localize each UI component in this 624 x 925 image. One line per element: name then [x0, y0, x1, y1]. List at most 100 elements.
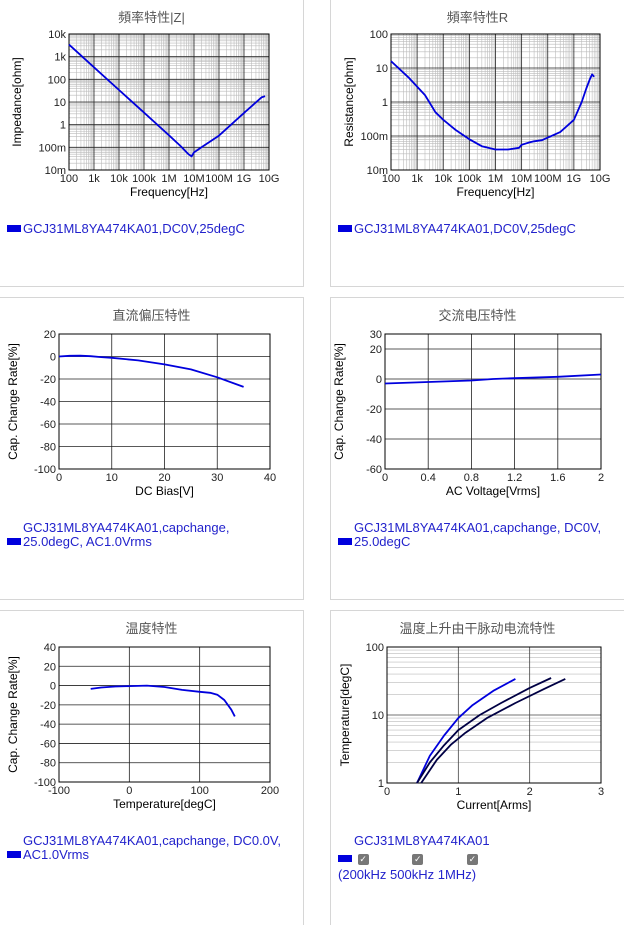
- plot-border: [68, 33, 270, 171]
- y-axis-label: Cap. Change Rate[%]: [332, 343, 346, 460]
- y-tick-label: 20: [44, 329, 56, 341]
- x-tick-label: 0: [126, 785, 132, 797]
- legend-label-2: 25.0degC: [354, 534, 411, 549]
- legend-line-2: 25.0degC: [338, 535, 601, 549]
- y-tick-label: -60: [366, 464, 382, 476]
- y-tick-label: -40: [40, 719, 56, 731]
- x-tick-label: 100M: [534, 173, 562, 185]
- y-tick-label: 100m: [38, 142, 66, 154]
- series-line-0: [90, 684, 236, 717]
- x-tick-label: 2: [598, 472, 604, 484]
- legend-label-1: GCJ31ML8YA474KA01: [354, 833, 490, 848]
- checkbox-icon[interactable]: ✓: [466, 854, 478, 866]
- legend-paren-open: (: [338, 867, 343, 882]
- x-tick-label: 10G: [259, 173, 280, 185]
- x-tick-label: 1G: [567, 173, 582, 185]
- legend-label-200khz: 200kHz: [342, 867, 387, 882]
- y-tick-label: 1: [382, 97, 388, 109]
- impedance-chart: 100 1k 10k 100k 1M 10M 100M 1G 10G 10m 100m 1 10 100 1…: [10, 29, 280, 199]
- temperature-panel: -100 0 100 200 40 20 0 -20 -40 -60 -80 -100 Temperat…: [0, 610, 304, 925]
- plot-border: [58, 646, 271, 783]
- x-tick-label: 2: [527, 786, 533, 798]
- legend-check-500khz[interactable]: ✓: [412, 852, 424, 866]
- legend-check-200khz[interactable]: ✓: [357, 852, 369, 866]
- plot-border: [386, 646, 602, 784]
- y-tick-label: 100: [366, 642, 384, 654]
- y-tick-label: -100: [34, 464, 56, 476]
- x-axis-label: AC Voltage[Vrms]: [446, 484, 540, 498]
- x-tick-label: 1.6: [550, 472, 565, 484]
- x-tick-label: 10M: [183, 173, 204, 185]
- dcbias-chart: 0 10 20 30 40 20 0 -20 -40 -60 -80 -100 DC Bias[V] Ca…: [6, 329, 276, 498]
- legend-label-1: GCJ31ML8YA474KA01,capchange, DC0.0V,: [23, 833, 282, 848]
- legend-freq-row: (200kHz 500kHz 1MHz): [338, 868, 490, 882]
- x-axis-label: Frequency[Hz]: [130, 185, 208, 199]
- legend-label-1mhz: 1MHz: [437, 867, 472, 882]
- ripple-panel: 0 1 2 3 1 10 100 Current[Arms] Temperature[degC]…: [330, 610, 624, 925]
- y-tick-label: -40: [366, 434, 382, 446]
- y-tick-label: 10: [376, 63, 388, 75]
- y-tick-label: 20: [44, 661, 56, 673]
- x-tick-label: 1.2: [507, 472, 522, 484]
- x-axis-label: Frequency[Hz]: [456, 185, 534, 199]
- y-tick-label: 10m: [367, 165, 388, 177]
- plot-border: [58, 333, 271, 470]
- x-tick-label: 100: [190, 785, 208, 797]
- y-tick-label: -20: [40, 374, 56, 386]
- y-tick-label: -100: [34, 777, 56, 789]
- x-tick-label: 100: [382, 173, 400, 185]
- x-tick-label: 3: [598, 786, 604, 798]
- legend-label: GCJ31ML8YA474KA01,DC0V,25degC: [354, 221, 576, 236]
- legend-swatch: [7, 538, 21, 546]
- checkbox-icon[interactable]: ✓: [412, 854, 424, 866]
- y-tick-label: -20: [40, 700, 56, 712]
- y-tick-label: 10m: [45, 165, 66, 177]
- legend-line-1: GCJ31ML8YA474KA01,capchange, DC0V,: [338, 521, 601, 535]
- x-tick-label: 10M: [511, 173, 532, 185]
- resistance-legend: GCJ31ML8YA474KA01,DC0V,25degC: [338, 222, 576, 236]
- x-tick-label: 0.8: [464, 472, 479, 484]
- x-tick-label: 0: [382, 472, 388, 484]
- y-tick-label: 40: [44, 642, 56, 654]
- series-line-1: [416, 677, 552, 784]
- y-tick-label: -40: [40, 397, 56, 409]
- x-tick-label: 100k: [457, 173, 481, 185]
- x-tick-label: 1: [455, 786, 461, 798]
- legend-check-1mhz[interactable]: ✓: [466, 852, 478, 866]
- checkbox-icon[interactable]: ✓: [357, 854, 369, 866]
- legend-paren-close: ): [471, 867, 477, 882]
- temperature-legend: GCJ31ML8YA474KA01,capchange, DC0.0V, AC1…: [7, 834, 281, 862]
- legend-label-500khz: 500kHz: [390, 867, 435, 882]
- dcbias-title: 直流偏压特性: [112, 308, 191, 323]
- y-tick-label: 1: [378, 778, 384, 790]
- x-tick-label: 10k: [110, 173, 128, 185]
- series-line-0: [384, 373, 602, 385]
- legend-line-1: GCJ31ML8YA474KA01,capchange,: [7, 521, 229, 535]
- y-tick-label: 1k: [54, 52, 66, 64]
- y-tick-label: -60: [40, 738, 56, 750]
- temperature-title: 温度特性: [125, 621, 178, 636]
- x-tick-label: 200: [261, 785, 279, 797]
- ripple-title: 温度上升由干脉动电流特性: [399, 621, 556, 636]
- series-line-0: [68, 43, 266, 158]
- legend-swatch: [338, 855, 352, 863]
- y-tick-label: -80: [40, 758, 56, 770]
- x-tick-label: 100k: [132, 173, 156, 185]
- x-tick-label: 0: [56, 472, 62, 484]
- series-line-2: [420, 678, 566, 784]
- y-tick-label: 1: [60, 120, 66, 132]
- x-tick-label: 40: [264, 472, 276, 484]
- x-axis-label: DC Bias[V]: [135, 484, 194, 498]
- y-tick-label: 10k: [48, 29, 66, 41]
- y-tick-label: 20: [370, 344, 382, 356]
- x-tick-label: 1G: [237, 173, 252, 185]
- legend-label-1: GCJ31ML8YA474KA01,capchange, DC0V,: [354, 520, 602, 535]
- x-tick-label: 30: [211, 472, 223, 484]
- legend-line-1: GCJ31ML8YA474KA01,capchange, DC0.0V,: [7, 834, 281, 848]
- impedance-legend: GCJ31ML8YA474KA01,DC0V,25degC: [7, 222, 245, 236]
- series-line-0: [58, 354, 244, 388]
- legend-label-2: AC1.0Vrms: [23, 847, 89, 862]
- y-tick-label: 0: [376, 374, 382, 386]
- y-tick-label: 100m: [360, 131, 388, 143]
- legend-line-2: AC1.0Vrms: [7, 848, 281, 862]
